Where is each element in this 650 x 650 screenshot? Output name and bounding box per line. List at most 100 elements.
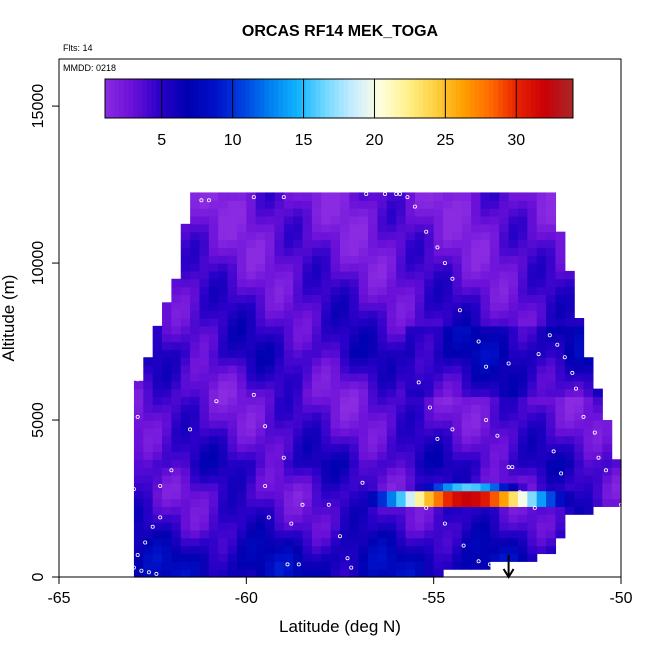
field-cell: [218, 506, 229, 515]
field-cell: [602, 490, 613, 500]
field-cell: [527, 357, 538, 366]
field-cell: [517, 443, 528, 453]
field-cell: [143, 467, 154, 476]
field-cell: [396, 372, 407, 382]
field-cell: [536, 404, 547, 413]
field-cell: [443, 223, 453, 233]
field-cell: [190, 286, 201, 296]
field-cell: [546, 192, 557, 201]
field-cell: [236, 482, 247, 492]
field-cell: [274, 459, 285, 468]
field-cell: [489, 459, 500, 468]
field-cell: [424, 286, 435, 296]
field-cell: [274, 247, 285, 256]
field-cell: [152, 412, 163, 421]
field-cell: [489, 365, 500, 374]
field-cell: [218, 443, 229, 453]
field-cell: [368, 427, 379, 437]
field-cell: [508, 341, 519, 350]
field-cell: [358, 545, 369, 555]
field-cell: [180, 255, 191, 264]
field-cell: [302, 522, 313, 531]
field-cell: [508, 459, 519, 468]
field-cell: [311, 365, 322, 374]
field-cell: [236, 349, 247, 358]
field-cell: [199, 537, 210, 547]
colorbar-swatch: [240, 79, 246, 118]
field-cell: [489, 443, 500, 453]
field-cell: [349, 545, 360, 555]
field-cell: [564, 325, 575, 335]
field-cell: [461, 420, 472, 429]
field-cell: [377, 490, 388, 500]
field-cell: [574, 482, 585, 492]
field-cell: [199, 522, 210, 531]
field-cell: [227, 537, 238, 547]
field-cell: [396, 553, 407, 562]
field-cell: [564, 506, 575, 515]
field-cell: [321, 365, 332, 374]
colorbar-swatch: [334, 79, 340, 118]
field-cell: [489, 302, 500, 311]
field-cell: [517, 490, 528, 500]
colorbar-swatch: [409, 79, 415, 118]
field-cell: [433, 490, 444, 500]
colorbar-swatch: [540, 79, 546, 118]
field-cell: [236, 318, 247, 327]
field-cell: [480, 474, 491, 484]
field-cell: [396, 286, 407, 296]
field-cell: [302, 490, 313, 500]
field-cell: [236, 215, 247, 225]
field-cell: [293, 239, 304, 248]
field-cell: [255, 215, 266, 225]
field-cell: [396, 490, 407, 500]
field-cell: [443, 318, 453, 327]
field-cell: [218, 263, 229, 272]
field-cell: [246, 255, 257, 264]
field-cell: [265, 522, 276, 531]
field-cell: [396, 294, 407, 303]
field-cell: [283, 380, 294, 390]
field-cell: [302, 553, 313, 562]
field-cell: [358, 192, 369, 201]
field-cell: [152, 498, 163, 507]
field-cell: [461, 325, 472, 335]
field-cell: [396, 255, 407, 264]
field-cell: [386, 208, 397, 217]
field-cell: [208, 467, 219, 476]
x-tick-label: -55: [422, 590, 445, 607]
field-cell: [227, 529, 238, 539]
field-cell: [424, 388, 435, 398]
field-cell: [574, 506, 585, 515]
field-cell: [152, 451, 163, 460]
field-cell: [368, 420, 379, 429]
field-cell: [396, 482, 407, 492]
field-cell: [480, 278, 491, 288]
field-cell: [265, 451, 276, 460]
field-cell: [414, 223, 425, 233]
field-cell: [218, 522, 229, 531]
field-cell: [171, 561, 182, 570]
field-cell: [311, 333, 322, 343]
field-cell: [340, 270, 350, 280]
field-cell: [293, 278, 304, 288]
field-cell: [555, 490, 566, 500]
field-cell: [461, 427, 472, 437]
field-cell: [414, 302, 425, 311]
field-cell: [499, 247, 510, 256]
field-cell: [377, 506, 388, 515]
field-cell: [452, 310, 463, 319]
field-cell: [424, 498, 435, 507]
field-cell: [405, 427, 416, 437]
field-cell: [564, 318, 575, 327]
field-cell: [517, 451, 528, 460]
field-cell: [180, 498, 191, 507]
colorbar-swatch: [437, 79, 443, 118]
field-cell: [190, 278, 201, 288]
field-cell: [283, 553, 294, 562]
field-cell: [274, 561, 285, 570]
field-cell: [302, 325, 313, 335]
field-cell: [218, 420, 229, 429]
field-cell: [546, 200, 557, 209]
field-cell: [499, 333, 510, 343]
